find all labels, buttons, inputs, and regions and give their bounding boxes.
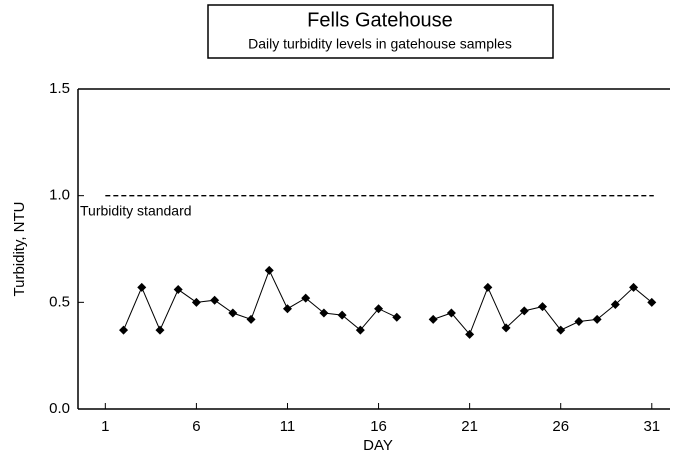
marker [246, 314, 256, 324]
y-tick-label: 0.0 [49, 400, 70, 417]
series-line [123, 269, 397, 332]
marker [537, 302, 547, 312]
marker [337, 310, 347, 320]
marker [592, 314, 602, 324]
y-tick-label: 0.5 [49, 293, 70, 310]
marker [556, 325, 566, 335]
marker [574, 317, 584, 327]
x-tick-label: 11 [280, 418, 296, 435]
marker [519, 306, 529, 316]
x-tick-label: 6 [192, 418, 200, 435]
marker [155, 325, 165, 335]
marker [173, 285, 183, 295]
marker [501, 323, 511, 333]
x-tick-label: 21 [461, 418, 478, 435]
marker [191, 297, 201, 307]
marker [483, 282, 493, 292]
marker [282, 304, 292, 314]
marker [119, 325, 129, 335]
marker [301, 293, 311, 303]
chart-subtitle: Daily turbidity levels in gatehouse samp… [248, 36, 512, 52]
marker [428, 314, 438, 324]
x-tick-label: 1 [101, 418, 109, 435]
marker [629, 282, 639, 292]
marker [228, 308, 238, 318]
marker [137, 282, 147, 292]
marker [647, 297, 657, 307]
chart-title: Fells Gatehouse [307, 9, 453, 31]
y-axis-label: Turbidity, NTU [11, 201, 28, 296]
marker [355, 325, 365, 335]
marker [610, 299, 620, 309]
y-tick-label: 1.0 [49, 187, 70, 204]
marker [319, 308, 329, 318]
marker [465, 329, 475, 339]
marker [264, 265, 274, 275]
y-tick-label: 1.5 [49, 80, 70, 97]
annotation: Turbidity standard [80, 202, 192, 218]
marker [446, 308, 456, 318]
marker [392, 312, 402, 322]
x-tick-label: 26 [552, 418, 569, 435]
marker [374, 304, 384, 314]
x-tick-label: 31 [643, 418, 660, 435]
marker [210, 295, 220, 305]
x-tick-label: 16 [370, 418, 387, 435]
title-box [207, 4, 554, 59]
x-axis-label: DAY [363, 437, 393, 454]
